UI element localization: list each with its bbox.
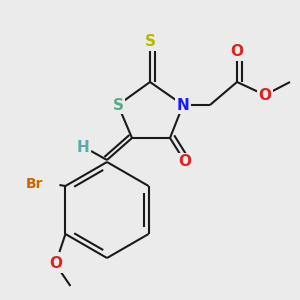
- Text: Br: Br: [26, 177, 43, 191]
- Text: O: O: [49, 256, 62, 272]
- Text: O: O: [230, 44, 244, 59]
- Text: S: S: [145, 34, 155, 50]
- Text: S: S: [112, 98, 124, 112]
- Text: O: O: [178, 154, 191, 169]
- Text: N: N: [177, 98, 189, 112]
- Text: H: H: [76, 140, 89, 155]
- Text: O: O: [259, 88, 272, 103]
